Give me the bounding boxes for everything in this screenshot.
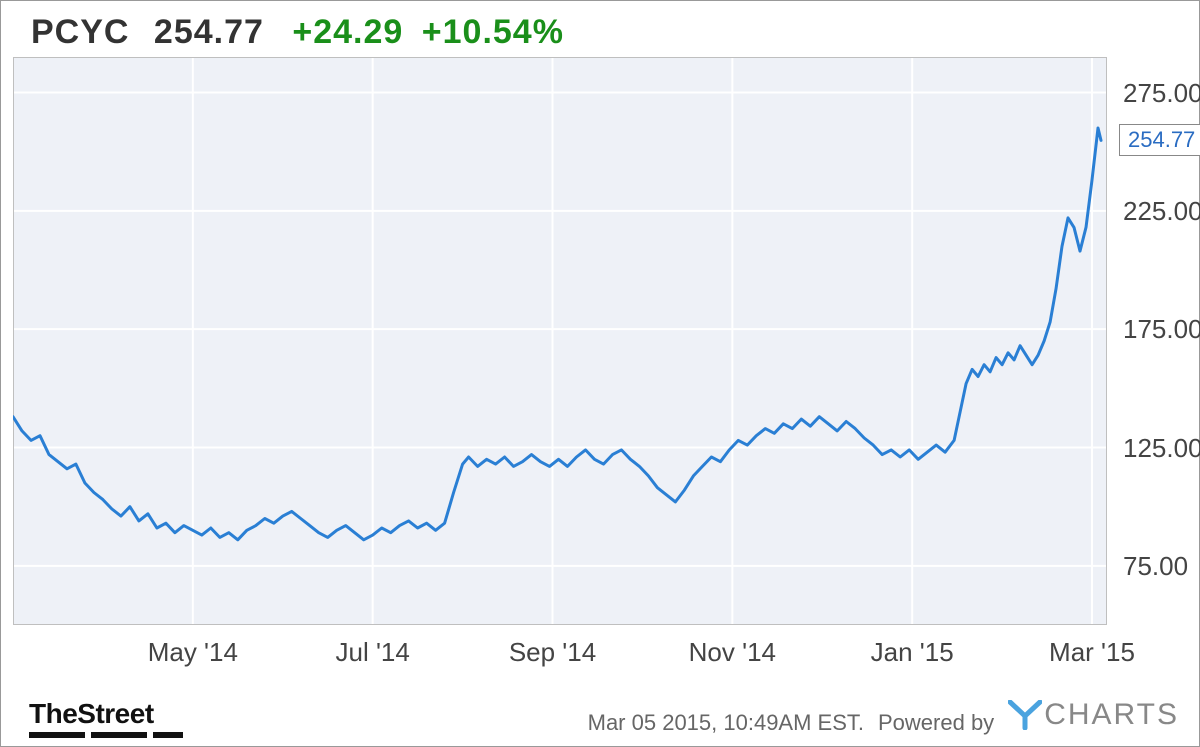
last-price: 254.77 [154, 13, 264, 51]
ycharts-y-icon [1008, 700, 1042, 730]
pct-change: +10.54% [422, 13, 564, 51]
x-tick-label: Jan '15 [871, 637, 954, 668]
thestreet-logo-bars [29, 732, 183, 738]
x-tick-label: May '14 [148, 637, 238, 668]
x-tick-label: Mar '15 [1049, 637, 1135, 668]
price-change: +24.29 [292, 13, 403, 51]
thestreet-logo-text: TheStreet [29, 698, 183, 730]
quote-header: PCYC 254.77 +24.29 +10.54% [31, 13, 564, 52]
y-tick-label: 275.00 [1123, 78, 1200, 109]
timestamp: Mar 05 2015, 10:49AM EST. [588, 710, 864, 736]
ticker-symbol: PCYC [31, 13, 129, 51]
x-tick-label: Jul '14 [335, 637, 409, 668]
source-brand: TheStreet [29, 698, 183, 738]
chart-frame: PCYC 254.77 +24.29 +10.54% 75.00 125.00 17… [0, 0, 1200, 747]
y-tick-label: 225.00 [1123, 196, 1200, 227]
x-tick-label: Nov '14 [689, 637, 776, 668]
y-tick-label: 175.00 [1123, 314, 1200, 345]
ycharts-text: CHARTS [1044, 698, 1179, 732]
x-tick-label: Sep '14 [509, 637, 596, 668]
powered-by-label: Powered by [878, 710, 994, 736]
chart-attribution: Mar 05 2015, 10:49AM EST. Powered by CHA… [588, 698, 1179, 736]
y-tick-label: 125.00 [1123, 433, 1200, 464]
price-callout: 254.77 [1119, 124, 1200, 156]
y-tick-label: 75.00 [1123, 551, 1188, 582]
ycharts-logo: CHARTS [1008, 698, 1179, 732]
price-chart [13, 57, 1107, 625]
